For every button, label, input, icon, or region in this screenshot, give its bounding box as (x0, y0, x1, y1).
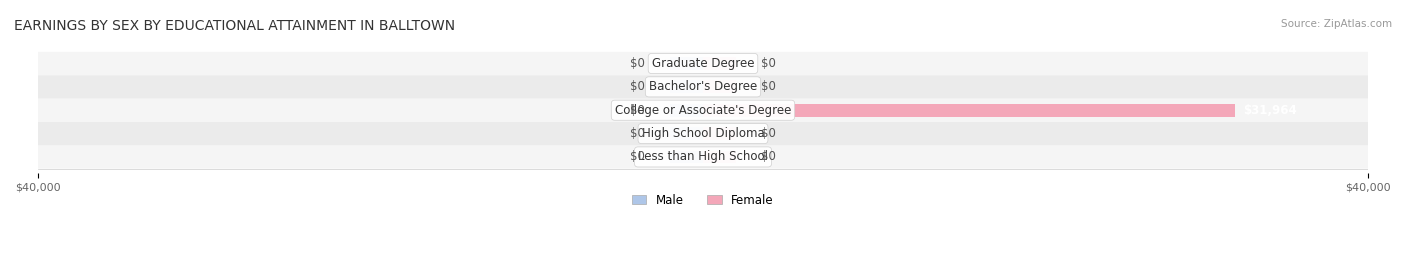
Text: $0: $0 (761, 127, 776, 140)
FancyBboxPatch shape (38, 99, 1368, 122)
Text: $0: $0 (630, 80, 645, 93)
Bar (703, 151, 737, 163)
Text: $0: $0 (630, 104, 645, 117)
Text: $0: $0 (630, 150, 645, 163)
FancyBboxPatch shape (38, 75, 1368, 99)
Text: $0: $0 (761, 150, 776, 163)
Bar (703, 57, 737, 70)
Text: High School Diploma: High School Diploma (641, 127, 765, 140)
Text: Source: ZipAtlas.com: Source: ZipAtlas.com (1281, 19, 1392, 29)
Text: Graduate Degree: Graduate Degree (652, 57, 754, 70)
Text: EARNINGS BY SEX BY EDUCATIONAL ATTAINMENT IN BALLTOWN: EARNINGS BY SEX BY EDUCATIONAL ATTAINMEN… (14, 19, 456, 33)
Bar (669, 127, 703, 140)
Text: $0: $0 (761, 80, 776, 93)
FancyBboxPatch shape (38, 145, 1368, 169)
Bar (703, 80, 737, 93)
Bar (703, 104, 1234, 117)
Bar (669, 104, 703, 117)
Bar (669, 151, 703, 163)
FancyBboxPatch shape (38, 52, 1368, 75)
Text: $31,964: $31,964 (1243, 104, 1296, 117)
Bar (703, 127, 737, 140)
Text: $0: $0 (630, 127, 645, 140)
Text: College or Associate's Degree: College or Associate's Degree (614, 104, 792, 117)
Text: $0: $0 (761, 57, 776, 70)
FancyBboxPatch shape (38, 122, 1368, 145)
Bar (669, 57, 703, 70)
Text: $0: $0 (630, 57, 645, 70)
Text: Less than High School: Less than High School (638, 150, 768, 163)
Text: Bachelor's Degree: Bachelor's Degree (650, 80, 756, 93)
Legend: Male, Female: Male, Female (627, 189, 779, 211)
Bar (669, 80, 703, 93)
